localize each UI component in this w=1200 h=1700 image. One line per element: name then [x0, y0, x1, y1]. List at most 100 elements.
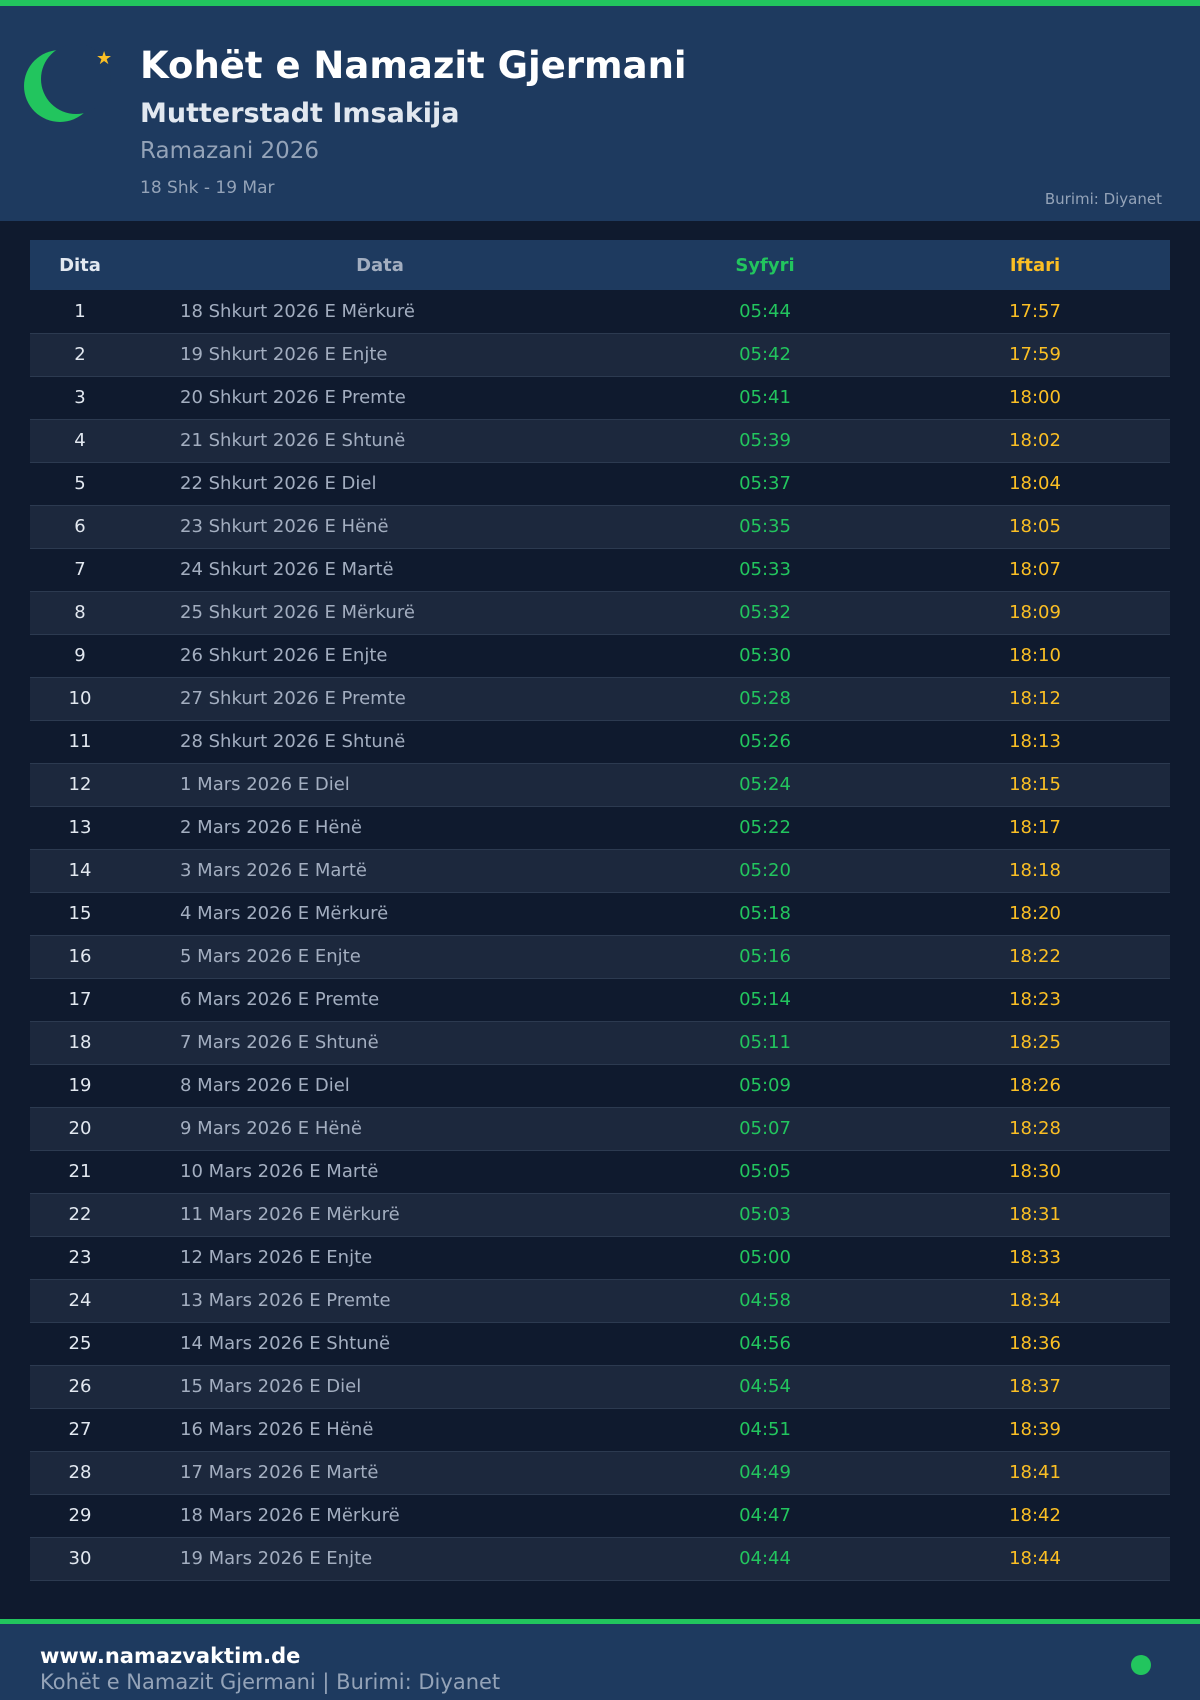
iftar-time: 18:42 — [900, 1494, 1170, 1538]
page-title: Kohët e Namazit Gjermani — [140, 44, 687, 87]
date: 18 Shkurt 2026 E Mërkurë — [130, 290, 630, 334]
suhoor-time: 05:30 — [630, 634, 900, 678]
table-row: 23 12 Mars 2026 E Enjte 05:00 18:33 — [30, 1236, 1170, 1280]
suhoor-time: 04:56 — [630, 1322, 900, 1366]
suhoor-time: 05:26 — [630, 720, 900, 764]
status-dot-icon — [1131, 1655, 1151, 1675]
iftar-time: 18:39 — [900, 1408, 1170, 1452]
suhoor-time: 05:09 — [630, 1064, 900, 1108]
suhoor-time: 05:39 — [630, 419, 900, 463]
suhoor-time: 05:20 — [630, 849, 900, 893]
table-row: 1 18 Shkurt 2026 E Mërkurë 05:44 17:57 — [30, 290, 1170, 334]
day-number: 26 — [30, 1365, 130, 1409]
star-icon: ★ — [96, 48, 113, 69]
imsakiye-table: Dita Data Syfyri Iftari 1 18 Shkurt 2026 … — [30, 240, 1170, 1581]
suhoor-time: 05:11 — [630, 1021, 900, 1065]
column-header-date: Data — [130, 240, 630, 290]
day-number: 6 — [30, 505, 130, 549]
date: 22 Shkurt 2026 E Diel — [130, 462, 630, 506]
iftar-time: 18:44 — [900, 1537, 1170, 1581]
table-row: 27 16 Mars 2026 E Hënë 04:51 18:39 — [30, 1408, 1170, 1452]
date: 3 Mars 2026 E Martë — [130, 849, 630, 893]
day-number: 22 — [30, 1193, 130, 1237]
date: 26 Shkurt 2026 E Enjte — [130, 634, 630, 678]
day-number: 4 — [30, 419, 130, 463]
day-number: 29 — [30, 1494, 130, 1538]
footer-site-link[interactable]: www.namazvaktim.de — [40, 1644, 301, 1668]
date: 6 Mars 2026 E Premte — [130, 978, 630, 1022]
table-row: 6 23 Shkurt 2026 E Hënë 05:35 18:05 — [30, 505, 1170, 549]
table-row: 26 15 Mars 2026 E Diel 04:54 18:37 — [30, 1365, 1170, 1409]
table-row: 11 28 Shkurt 2026 E Shtunë 05:26 18:13 — [30, 720, 1170, 764]
suhoor-time: 05:07 — [630, 1107, 900, 1151]
suhoor-time: 05:00 — [630, 1236, 900, 1280]
iftar-time: 18:02 — [900, 419, 1170, 463]
date: 4 Mars 2026 E Mërkurë — [130, 892, 630, 936]
table-row: 28 17 Mars 2026 E Martë 04:49 18:41 — [30, 1451, 1170, 1495]
iftar-time: 18:10 — [900, 634, 1170, 678]
table-header-row: Dita Data Syfyri Iftari — [30, 240, 1170, 290]
source-label: Burimi: Diyanet — [1044, 190, 1162, 208]
suhoor-time: 05:22 — [630, 806, 900, 850]
suhoor-time: 05:05 — [630, 1150, 900, 1194]
day-number: 18 — [30, 1021, 130, 1065]
suhoor-time: 05:44 — [630, 290, 900, 334]
suhoor-time: 04:58 — [630, 1279, 900, 1323]
table-row: 7 24 Shkurt 2026 E Martë 05:33 18:07 — [30, 548, 1170, 592]
iftar-time: 18:00 — [900, 376, 1170, 420]
iftar-time: 18:18 — [900, 849, 1170, 893]
day-number: 21 — [30, 1150, 130, 1194]
date: 17 Mars 2026 E Martë — [130, 1451, 630, 1495]
footer-text: Kohët e Namazit Gjermani | Burimi: Diyan… — [40, 1670, 501, 1694]
suhoor-time: 05:42 — [630, 333, 900, 377]
date-range: 18 Shk - 19 Mar — [140, 178, 275, 198]
iftar-time: 18:25 — [900, 1021, 1170, 1065]
date: 8 Mars 2026 E Diel — [130, 1064, 630, 1108]
date: 23 Shkurt 2026 E Hënë — [130, 505, 630, 549]
suhoor-time: 05:24 — [630, 763, 900, 807]
table-row: 25 14 Mars 2026 E Shtunë 04:56 18:36 — [30, 1322, 1170, 1366]
iftar-time: 18:04 — [900, 462, 1170, 506]
iftar-time: 18:07 — [900, 548, 1170, 592]
day-number: 1 — [30, 290, 130, 334]
suhoor-time: 05:37 — [630, 462, 900, 506]
iftar-time: 18:22 — [900, 935, 1170, 979]
date: 12 Mars 2026 E Enjte — [130, 1236, 630, 1280]
table-row: 24 13 Mars 2026 E Premte 04:58 18:34 — [30, 1279, 1170, 1323]
table-row: 3 20 Shkurt 2026 E Premte 05:41 18:00 — [30, 376, 1170, 420]
iftar-time: 18:05 — [900, 505, 1170, 549]
table-row: 29 18 Mars 2026 E Mërkurë 04:47 18:42 — [30, 1494, 1170, 1538]
day-number: 28 — [30, 1451, 130, 1495]
period-label: Ramazani 2026 — [140, 138, 320, 164]
column-header-iftar: Iftari — [900, 240, 1170, 290]
iftar-time: 18:26 — [900, 1064, 1170, 1108]
day-number: 3 — [30, 376, 130, 420]
day-number: 12 — [30, 763, 130, 807]
day-number: 7 — [30, 548, 130, 592]
date: 15 Mars 2026 E Diel — [130, 1365, 630, 1409]
table-row: 13 2 Mars 2026 E Hënë 05:22 18:17 — [30, 806, 1170, 850]
suhoor-time: 04:47 — [630, 1494, 900, 1538]
crescent-moon-icon — [24, 44, 111, 122]
date: 24 Shkurt 2026 E Martë — [130, 548, 630, 592]
footer: www.namazvaktim.de Kohët e Namazit Gjerm… — [0, 1619, 1200, 1700]
suhoor-time: 05:16 — [630, 935, 900, 979]
suhoor-time: 04:44 — [630, 1537, 900, 1581]
iftar-time: 18:33 — [900, 1236, 1170, 1280]
iftar-time: 17:59 — [900, 333, 1170, 377]
suhoor-time: 05:35 — [630, 505, 900, 549]
table-row: 20 9 Mars 2026 E Hënë 05:07 18:28 — [30, 1107, 1170, 1151]
city-subtitle: Mutterstadt Imsakija — [140, 98, 460, 129]
day-number: 27 — [30, 1408, 130, 1452]
date: 18 Mars 2026 E Mërkurë — [130, 1494, 630, 1538]
date: 9 Mars 2026 E Hënë — [130, 1107, 630, 1151]
day-number: 8 — [30, 591, 130, 635]
suhoor-time: 05:03 — [630, 1193, 900, 1237]
day-number: 16 — [30, 935, 130, 979]
table-row: 5 22 Shkurt 2026 E Diel 05:37 18:04 — [30, 462, 1170, 506]
iftar-time: 18:20 — [900, 892, 1170, 936]
iftar-time: 18:17 — [900, 806, 1170, 850]
suhoor-time: 05:41 — [630, 376, 900, 420]
date: 20 Shkurt 2026 E Premte — [130, 376, 630, 420]
day-number: 15 — [30, 892, 130, 936]
